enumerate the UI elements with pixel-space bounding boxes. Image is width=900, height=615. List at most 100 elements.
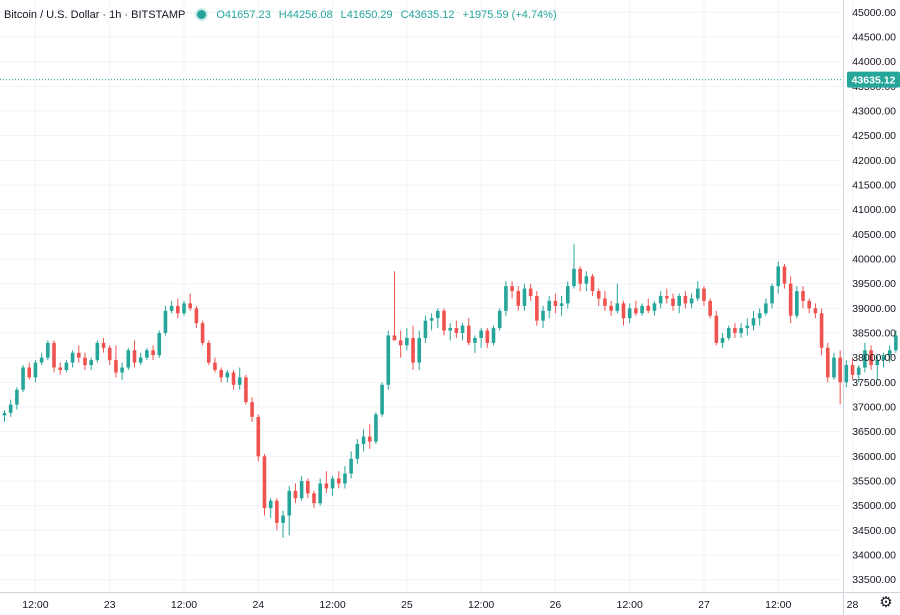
y-tick-label: 43000.00	[852, 106, 896, 118]
candle-body	[145, 350, 149, 358]
candle-body	[2, 412, 7, 416]
y-tick-label: 37500.00	[852, 377, 896, 389]
candle-body	[275, 500, 279, 523]
gear-icon[interactable]: ⚙	[879, 594, 893, 611]
candle-body	[374, 414, 378, 442]
candle-body	[559, 303, 564, 306]
legend-low: L41650.29	[340, 8, 393, 21]
candle-body	[832, 357, 836, 378]
last-price-label: 43635.12	[852, 75, 896, 87]
candle-body	[801, 291, 805, 301]
candle-body	[609, 305, 613, 311]
candle-body	[590, 276, 595, 292]
candle-body	[312, 493, 316, 504]
candle-body	[454, 328, 459, 333]
candle-body	[176, 305, 180, 314]
x-tick-label: 25	[401, 599, 413, 611]
y-tick-label: 39000.00	[852, 303, 896, 315]
candle-body	[429, 318, 434, 321]
y-tick-label: 36000.00	[852, 451, 896, 463]
candle-body	[64, 362, 69, 370]
candle-body	[683, 296, 688, 304]
candle-body	[355, 444, 360, 459]
candle-body	[733, 328, 737, 333]
legend-open: O41657.23	[216, 8, 271, 21]
candle-body	[256, 416, 261, 457]
candle-body	[367, 436, 372, 442]
candle-body	[392, 335, 397, 341]
candle-body	[813, 308, 818, 314]
candle-body	[584, 276, 589, 284]
candle-body	[844, 365, 849, 383]
candle-body	[751, 318, 756, 326]
y-tick-label: 41000.00	[852, 204, 896, 216]
candle-body	[739, 328, 743, 333]
candle-body	[708, 300, 712, 316]
candle-body	[336, 478, 341, 484]
candle-body	[689, 298, 694, 304]
x-tick-label: 23	[104, 599, 116, 611]
y-tick-label: 35500.00	[852, 476, 896, 488]
candle-body	[578, 268, 582, 284]
legend-change: +1975.59 (+4.74%)	[462, 8, 557, 21]
candle-body	[200, 323, 205, 343]
candle-body	[825, 347, 830, 378]
candle-body	[398, 340, 403, 346]
y-tick-label: 39500.00	[852, 278, 896, 290]
candle-body	[665, 296, 669, 299]
candle-body	[237, 377, 242, 385]
candle-body	[417, 337, 422, 363]
candle-body	[726, 328, 731, 338]
x-tick-label: 12:00	[319, 599, 345, 611]
y-tick-label: 40500.00	[852, 229, 896, 241]
candle-body	[231, 372, 236, 385]
symbol-title: Bitcoin / U.S. Dollar · 1h · BITSTAMP	[4, 8, 186, 21]
candle-body	[516, 291, 521, 306]
candle-body	[21, 367, 25, 390]
candle-body	[52, 342, 56, 368]
candle-body	[89, 360, 93, 366]
candle-body	[634, 308, 638, 314]
x-tick-label: 12:00	[22, 599, 48, 611]
candle-body	[262, 456, 267, 509]
candle-body	[473, 337, 477, 343]
candle-body	[838, 357, 842, 383]
candle-body	[770, 286, 774, 304]
candle-body	[27, 367, 32, 378]
candle-body	[572, 268, 576, 287]
candle-body	[293, 490, 298, 499]
y-tick-label: 40000.00	[852, 254, 896, 266]
candle-body	[788, 283, 793, 316]
candle-body	[850, 365, 855, 375]
candle-body	[169, 305, 174, 311]
candle-body	[714, 315, 719, 343]
candle-body	[541, 310, 545, 321]
candle-body	[76, 352, 81, 358]
candle-body	[695, 288, 700, 299]
y-tick-label: 35000.00	[852, 500, 896, 512]
x-tick-label: 12:00	[617, 599, 643, 611]
candle-body	[764, 303, 768, 314]
candle-body	[491, 328, 496, 343]
candle-body	[206, 342, 211, 363]
x-tick-label: 12:00	[171, 599, 197, 611]
candle-body	[442, 310, 446, 331]
candle-body	[361, 436, 366, 444]
candle-body	[553, 300, 558, 306]
y-tick-label: 44000.00	[852, 56, 896, 68]
candle-body	[411, 337, 415, 363]
candle-body	[528, 288, 533, 296]
candle-body	[603, 298, 607, 306]
y-tick-label: 33500.00	[852, 574, 896, 586]
candle-body	[58, 367, 63, 370]
candle-body	[287, 490, 292, 516]
candle-body	[485, 330, 490, 343]
y-tick-label: 45000.00	[852, 7, 896, 19]
candle-body	[436, 310, 440, 319]
x-tick-label: 12:00	[765, 599, 791, 611]
candle-body	[15, 389, 19, 405]
candle-body	[652, 303, 657, 311]
candle-body	[213, 362, 217, 370]
